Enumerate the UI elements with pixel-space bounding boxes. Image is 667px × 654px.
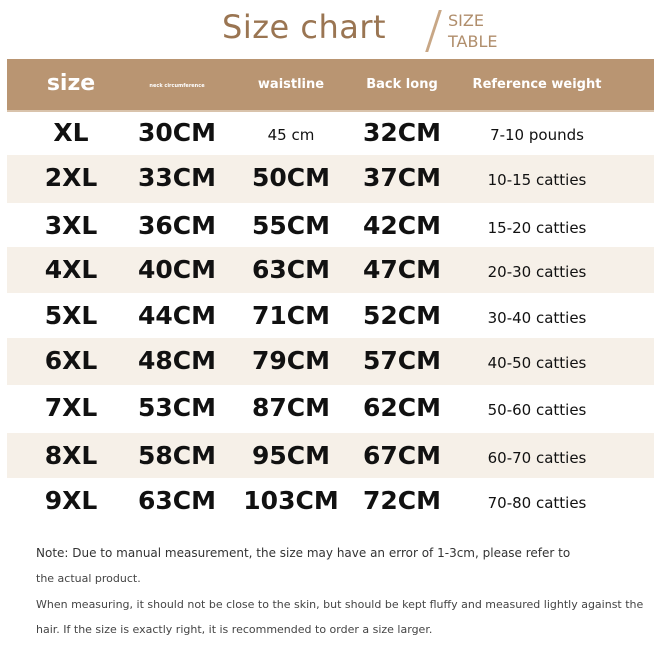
cell-size: 6XL [44,346,98,375]
cell-waist: 103CM [243,486,339,515]
cell-size: 8XL [44,441,98,470]
header-back-long: Back long [366,77,438,92]
cell-weight: 50-60 catties [487,401,587,419]
cell-back: 42CM [362,211,442,240]
cell-waist: 63CM [251,255,331,284]
header-weight: Reference weight [472,77,602,92]
table-row: 5XL 44CM 71CM 52CM 30-40 catties [7,293,654,338]
cell-size: 2XL [44,163,98,192]
cell-weight: 7-10 pounds [490,126,584,144]
cell-waist: 71CM [251,301,331,330]
cell-back: 37CM [362,163,442,192]
cell-neck: 36CM [137,211,217,240]
cell-size: 3XL [44,211,98,240]
header-neck: neck circumference [149,83,205,89]
cell-neck: 30CM [137,118,217,147]
cell-size: 7XL [44,393,98,422]
cell-weight: 70-80 catties [487,494,587,512]
page-title: Size chart [222,8,387,46]
cell-back: 57CM [362,346,442,375]
cell-neck: 48CM [137,346,217,375]
note-line-4: hair. If the size is exactly right, it i… [36,623,433,636]
cell-weight: 40-50 catties [487,354,587,372]
cell-size: 9XL [44,486,98,515]
cell-waist: 95CM [251,441,331,470]
table-row: XL 30CM 45 cm 32CM 7-10 pounds [7,110,654,155]
subtitle: SIZE TABLE [448,10,497,52]
note-line-1: Note: Due to manual measurement, the siz… [36,546,571,560]
cell-size: XL [53,118,89,147]
cell-neck: 33CM [137,163,217,192]
cell-back: 52CM [362,301,442,330]
cell-back: 47CM [362,255,442,284]
table-row: 8XL 58CM 95CM 67CM 60-70 catties [7,433,654,478]
cell-waist: 50CM [251,163,331,192]
table-header: size neck circumference waistline Back l… [7,59,654,112]
cell-size: 4XL [44,255,98,284]
cell-weight: 10-15 catties [487,171,587,189]
header-size: size [46,71,96,96]
cell-neck: 58CM [137,441,217,470]
table-row: 6XL 48CM 79CM 57CM 40-50 catties [7,338,654,385]
cell-waist: 45 cm [267,126,315,144]
cell-neck: 63CM [137,486,217,515]
cell-back: 72CM [362,486,442,515]
cell-weight: 60-70 catties [487,449,587,467]
subtitle-line-2: TABLE [448,32,498,51]
table-row: 4XL 40CM 63CM 47CM 20-30 catties [7,247,654,293]
table-row: 3XL 36CM 55CM 42CM 15-20 catties [7,203,654,247]
note-line-3: When measuring, it should not be close t… [36,598,644,611]
cell-waist: 55CM [251,211,331,240]
cell-neck: 53CM [137,393,217,422]
table-row: 9XL 63CM 103CM 72CM 70-80 catties [7,478,654,525]
cell-neck: 40CM [137,255,217,284]
cell-weight: 30-40 catties [487,309,587,327]
note-line-2: the actual product. [36,572,141,585]
cell-back: 67CM [362,441,442,470]
table-row: 2XL 33CM 50CM 37CM 10-15 catties [7,155,654,203]
subtitle-line-1: SIZE [448,11,484,30]
header-waistline: waistline [257,77,325,92]
cell-neck: 44CM [137,301,217,330]
title-divider [425,10,442,52]
cell-waist: 79CM [251,346,331,375]
cell-weight: 15-20 catties [487,219,587,237]
table-row: 7XL 53CM 87CM 62CM 50-60 catties [7,385,654,433]
cell-weight: 20-30 catties [487,263,587,281]
cell-size: 5XL [44,301,98,330]
cell-back: 32CM [362,118,442,147]
cell-waist: 87CM [251,393,331,422]
cell-back: 62CM [362,393,442,422]
